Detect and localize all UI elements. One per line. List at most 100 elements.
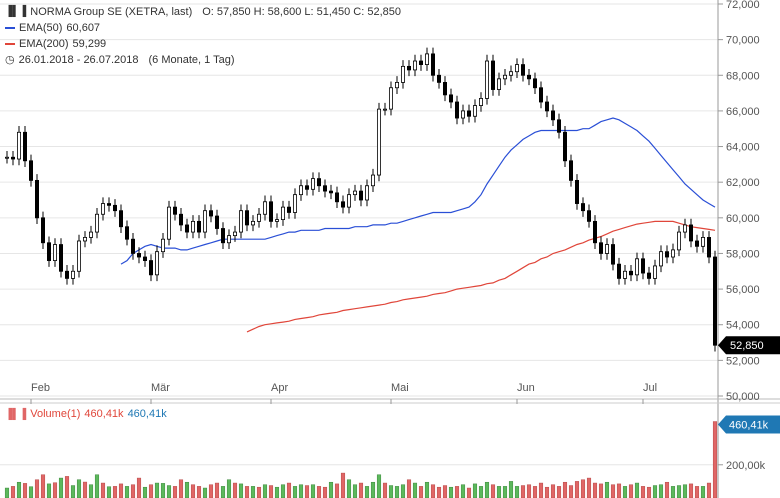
- volume-bar: [598, 483, 604, 498]
- volume-bar: [340, 472, 346, 498]
- candle-body: [292, 194, 297, 213]
- volume-bar: [310, 484, 316, 498]
- candle-body: [466, 110, 471, 117]
- candle-body: [208, 210, 213, 217]
- volume-bar: [274, 486, 280, 498]
- candle-body: [713, 256, 718, 346]
- volume-bar: [538, 482, 544, 498]
- volume-bar: [100, 482, 106, 498]
- volume-bar: [508, 481, 514, 498]
- volume-bar: [250, 486, 256, 498]
- ema200-label: EMA(200): [19, 38, 69, 50]
- candle-body: [563, 131, 568, 162]
- candle-body: [394, 82, 399, 89]
- legend-ema200-row[interactable]: EMA(200) 59,299: [5, 36, 401, 52]
- volume-value-blue: 460,41k: [127, 408, 167, 420]
- candle-body: [430, 53, 435, 76]
- candle-body: [77, 240, 82, 272]
- last-price-badge: [718, 336, 780, 355]
- volume-bar: [34, 479, 40, 498]
- candle-body: [653, 265, 658, 279]
- candle-body: [490, 60, 495, 90]
- candle-body: [502, 74, 507, 80]
- volume-bar: [616, 483, 622, 498]
- ema200-swatch: [5, 43, 15, 45]
- volume-bar: [646, 486, 652, 498]
- candle-body: [178, 213, 183, 226]
- volume-bar: [16, 481, 22, 498]
- candle-body: [533, 78, 538, 89]
- candle-body: [599, 242, 604, 254]
- volume-bar: [478, 486, 484, 498]
- candle-body: [358, 190, 363, 201]
- candle-body: [125, 226, 130, 240]
- volume-value-red: 460,41k: [84, 408, 124, 420]
- volume-bar: [136, 477, 142, 498]
- candle-body: [65, 270, 70, 279]
- candle-body: [10, 156, 15, 160]
- candle-body: [154, 251, 159, 276]
- candle-body: [539, 87, 544, 103]
- volume-bar: [658, 484, 664, 498]
- y-tick-label: 52,000: [726, 355, 760, 367]
- candle-body: [382, 108, 387, 111]
- volume-bar: [490, 484, 496, 498]
- volume-icon: ▐▌▐: [5, 408, 27, 420]
- y-tick-label: 60,000: [726, 213, 760, 225]
- volume-bar: [142, 486, 148, 498]
- candle-body: [689, 224, 694, 242]
- legend-ema50-row[interactable]: EMA(50) 60,607: [5, 20, 401, 36]
- legend-title-row: ▐▌▐ NORMA Group SE (XETRA, last) O: 57,8…: [5, 4, 401, 20]
- candle-body: [268, 201, 273, 222]
- candle-body: [41, 217, 46, 244]
- volume-bar: [4, 487, 10, 498]
- candle-body: [617, 263, 622, 279]
- volume-bar: [676, 485, 682, 498]
- volume-bar: [682, 484, 688, 498]
- candle-body: [107, 203, 112, 206]
- candle-body: [551, 110, 556, 121]
- ema50-line: [120, 117, 716, 265]
- volume-bar: [700, 486, 706, 498]
- volume-bar: [256, 486, 262, 498]
- volume-bar: [712, 421, 718, 498]
- volume-bar: [94, 474, 100, 498]
- volume-bar: [376, 474, 382, 498]
- date-range: 26.01.2018 - 26.07.2018: [18, 54, 139, 66]
- candle-body: [53, 244, 58, 261]
- candle-body: [119, 210, 124, 228]
- volume-bar: [124, 486, 130, 498]
- volume-bar: [22, 483, 28, 498]
- volume-bar: [694, 486, 700, 498]
- candle-body: [647, 272, 652, 279]
- candle-body: [190, 220, 195, 233]
- candle-body: [557, 119, 562, 133]
- volume-bar: [76, 479, 82, 498]
- volume-bar: [418, 486, 424, 498]
- period: (6 Monate, 1 Tag): [148, 54, 235, 66]
- candle-body: [148, 260, 153, 276]
- volume-bar: [472, 483, 478, 498]
- volume-bar: [232, 482, 238, 498]
- candle-body: [256, 213, 261, 222]
- candle-body: [659, 251, 664, 267]
- x-tick-label: Apr: [271, 382, 288, 394]
- ohlc-values: O: 57,850 H: 58,600 L: 51,450 C: 52,850: [202, 6, 402, 18]
- candle-body: [35, 179, 40, 219]
- volume-bar: [502, 486, 508, 498]
- volume-bar: [82, 481, 88, 498]
- candle-body: [160, 238, 165, 253]
- volume-bar: [706, 482, 712, 498]
- candle-body: [665, 251, 670, 258]
- candle-body: [605, 244, 610, 254]
- volume-bar: [286, 482, 292, 498]
- candle-body: [214, 215, 219, 229]
- candle-body: [629, 270, 634, 276]
- volume-bar: [304, 485, 310, 498]
- candle-body: [113, 204, 118, 212]
- candle-body: [226, 235, 231, 244]
- volume-bar: [430, 484, 436, 498]
- volume-bar: [268, 485, 274, 498]
- y-tick-label: 56,000: [726, 284, 760, 296]
